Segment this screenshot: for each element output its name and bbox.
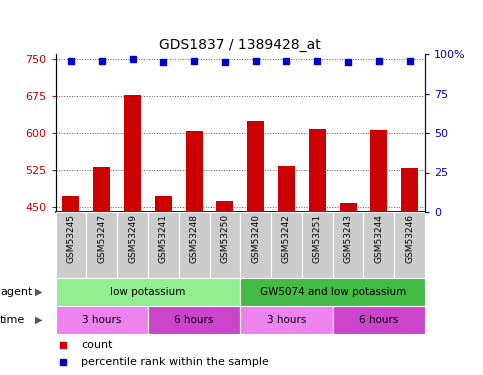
Text: 6 hours: 6 hours [174,315,214,325]
Text: GSM53247: GSM53247 [97,214,106,263]
Text: 6 hours: 6 hours [359,315,398,325]
Text: GSM53248: GSM53248 [190,214,199,263]
Bar [370,130,387,212]
Text: agent: agent [0,286,32,297]
Bar [394,212,425,278]
Text: GSM53241: GSM53241 [159,214,168,263]
Text: GSM53240: GSM53240 [251,214,260,263]
Bar [124,95,141,212]
Text: GSM53246: GSM53246 [405,214,414,263]
Bar [185,130,202,212]
Bar [56,212,86,278]
Bar [179,212,210,278]
Text: count: count [82,339,113,350]
Bar [93,166,110,212]
Bar [148,212,179,278]
Text: GSM53244: GSM53244 [374,214,384,263]
Text: GSM53250: GSM53250 [220,214,229,263]
Bar [302,212,333,278]
Bar [241,306,333,334]
Text: 3 hours: 3 hours [82,315,121,325]
Bar [56,278,241,306]
Bar [401,168,418,212]
Bar [241,278,425,306]
Bar [56,306,148,334]
Bar [247,121,264,212]
Bar [271,212,302,278]
Text: percentile rank within the sample: percentile rank within the sample [82,357,270,368]
Bar [364,212,394,278]
Bar [148,306,241,334]
Text: GSM53243: GSM53243 [343,214,353,263]
Text: GW5074 and low potassium: GW5074 and low potassium [259,286,406,297]
Bar [155,196,172,212]
Bar [278,166,295,212]
Bar [340,203,356,212]
Text: GSM53245: GSM53245 [67,214,75,263]
Bar [333,212,364,278]
Text: ▶: ▶ [35,286,43,297]
Bar [62,196,79,212]
Bar [309,129,326,212]
Bar [240,212,271,278]
Bar [210,212,240,278]
Bar [333,306,425,334]
Text: 3 hours: 3 hours [267,315,306,325]
Text: GSM53242: GSM53242 [282,214,291,263]
Text: low potassium: low potassium [110,286,185,297]
Bar [216,201,233,212]
Text: GSM53251: GSM53251 [313,214,322,263]
Text: GSM53249: GSM53249 [128,214,137,263]
Text: time: time [0,315,25,325]
Bar [117,212,148,278]
Title: GDS1837 / 1389428_at: GDS1837 / 1389428_at [159,38,321,52]
Text: ▶: ▶ [35,315,43,325]
Bar [86,212,117,278]
